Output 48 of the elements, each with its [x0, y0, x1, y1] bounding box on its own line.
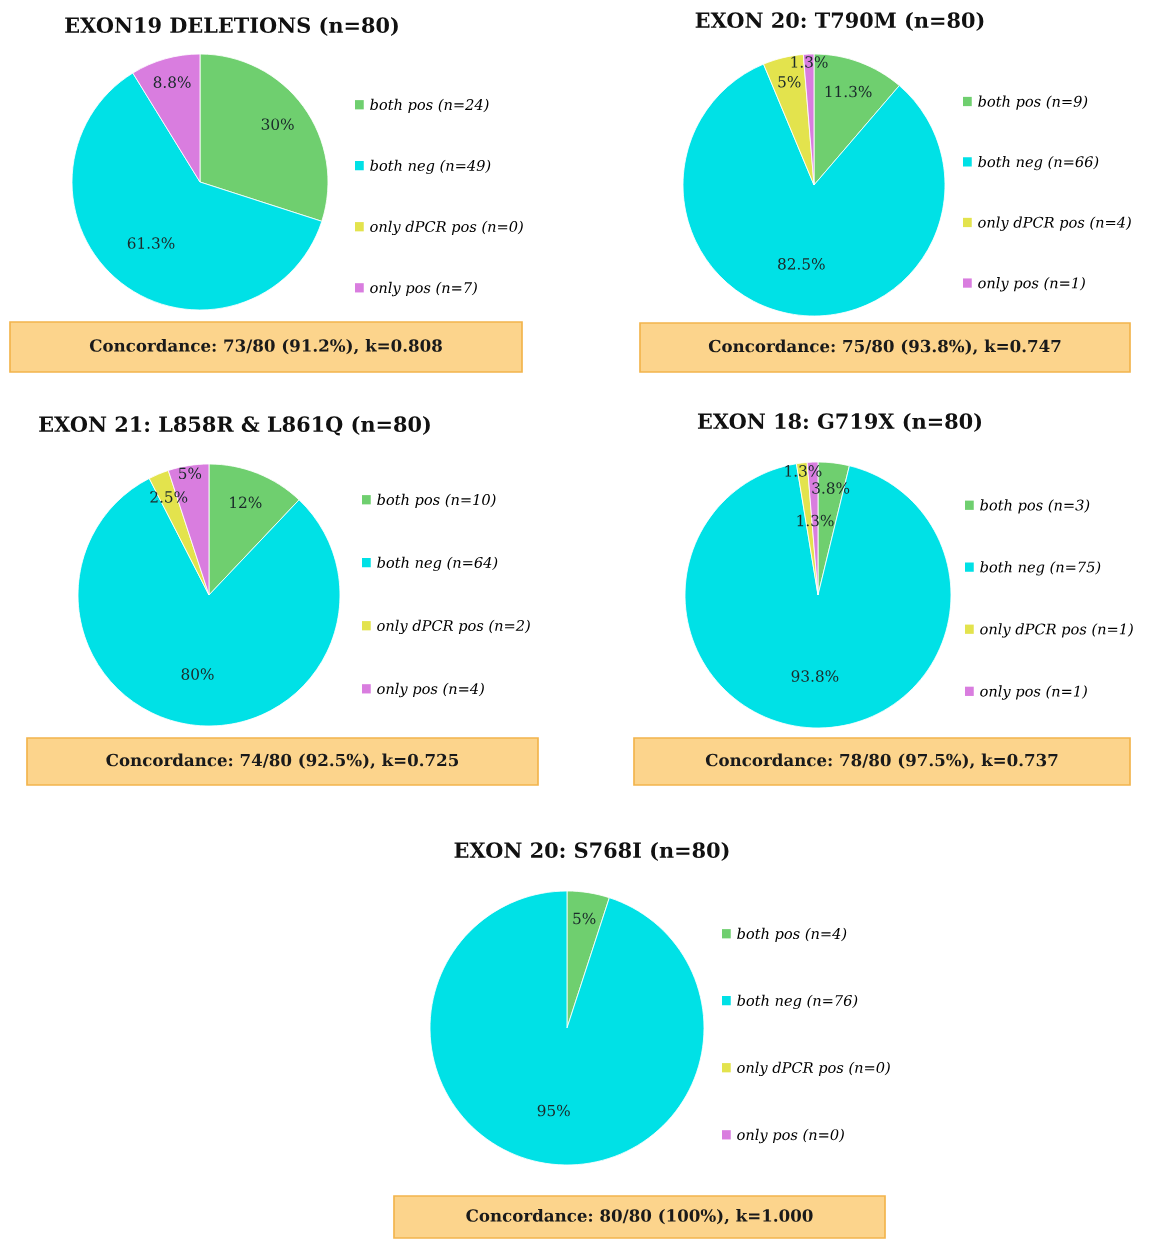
text: Concordance: 78/80 (97.5%), k=0.737 — [705, 753, 1058, 769]
legend-label: both neg (n=76) — [737, 994, 858, 1010]
legend-label: only pos (n=7) — [370, 281, 477, 297]
legend-label: both neg (n=49) — [370, 159, 491, 175]
data-label: 5% — [573, 912, 596, 925]
data-label: 82.5% — [778, 258, 825, 270]
legend-label: only dPCR pos (n=0) — [737, 1061, 890, 1077]
legend-label: both pos (n=9) — [978, 95, 1088, 110]
data-label: 93.8% — [791, 670, 839, 682]
data-label: 2.5% — [150, 491, 188, 503]
data-label: 1.3% — [791, 56, 828, 68]
text: Concordance: 73/80 (91.2%), k=0.808 — [89, 338, 442, 355]
data-label: 5% — [179, 467, 202, 480]
data-label: 1.3% — [785, 465, 822, 477]
data-label: 12% — [230, 496, 262, 509]
chart-title: EXON 20: S768I (n=80) — [454, 841, 729, 861]
legend-label: both pos (n=3) — [980, 499, 1090, 514]
data-label: 61.3% — [127, 237, 175, 249]
data-label: 80% — [181, 668, 214, 680]
legend-label: only dPCR pos (n=1) — [980, 623, 1133, 638]
text: Concordance: 74/80 (92.5%), k=0.725 — [106, 753, 459, 769]
text: Concordance: 75/80 (93.8%), k=0.747 — [708, 339, 1061, 355]
legend-label: only pos (n=1) — [980, 685, 1087, 700]
chart-title: EXON 21: L858R & L861Q (n=80) — [39, 415, 430, 436]
chart-title: EXON 18: G719X (n=80) — [697, 412, 982, 432]
data-label: 8.8% — [153, 76, 191, 88]
chart-title: EXON19 DELETIONS (n=80) — [65, 16, 398, 36]
pie-slice — [429, 890, 705, 1166]
text: Concordance: 80/80 (100%), k=1.000 — [466, 1208, 813, 1225]
data-label: 1.3% — [797, 514, 834, 527]
data-label: 5% — [778, 76, 801, 88]
legend-label: only dPCR pos (n=2) — [377, 619, 530, 635]
chart-title: EXON 20: T790M (n=80) — [695, 11, 984, 31]
legend-label: only dPCR pos (n=0) — [370, 220, 523, 236]
legend-label: only pos (n=1) — [978, 277, 1085, 292]
pie-slice — [684, 463, 952, 729]
legend-label: both pos (n=4) — [737, 927, 847, 942]
legend-label: both neg (n=75) — [980, 561, 1101, 576]
legend-label: only pos (n=4) — [377, 682, 484, 698]
legend-label: only dPCR pos (n=4) — [978, 216, 1131, 231]
legend-label: both neg (n=64) — [377, 556, 498, 572]
data-label: 11.3% — [825, 85, 872, 98]
legend-label: both neg (n=66) — [978, 155, 1099, 171]
legend-label: both pos (n=24) — [370, 98, 489, 113]
legend-label: both pos (n=10) — [377, 493, 496, 508]
data-label: 95% — [537, 1104, 570, 1117]
data-label: 30% — [261, 118, 294, 130]
legend-label: only pos (n=0) — [737, 1128, 844, 1144]
